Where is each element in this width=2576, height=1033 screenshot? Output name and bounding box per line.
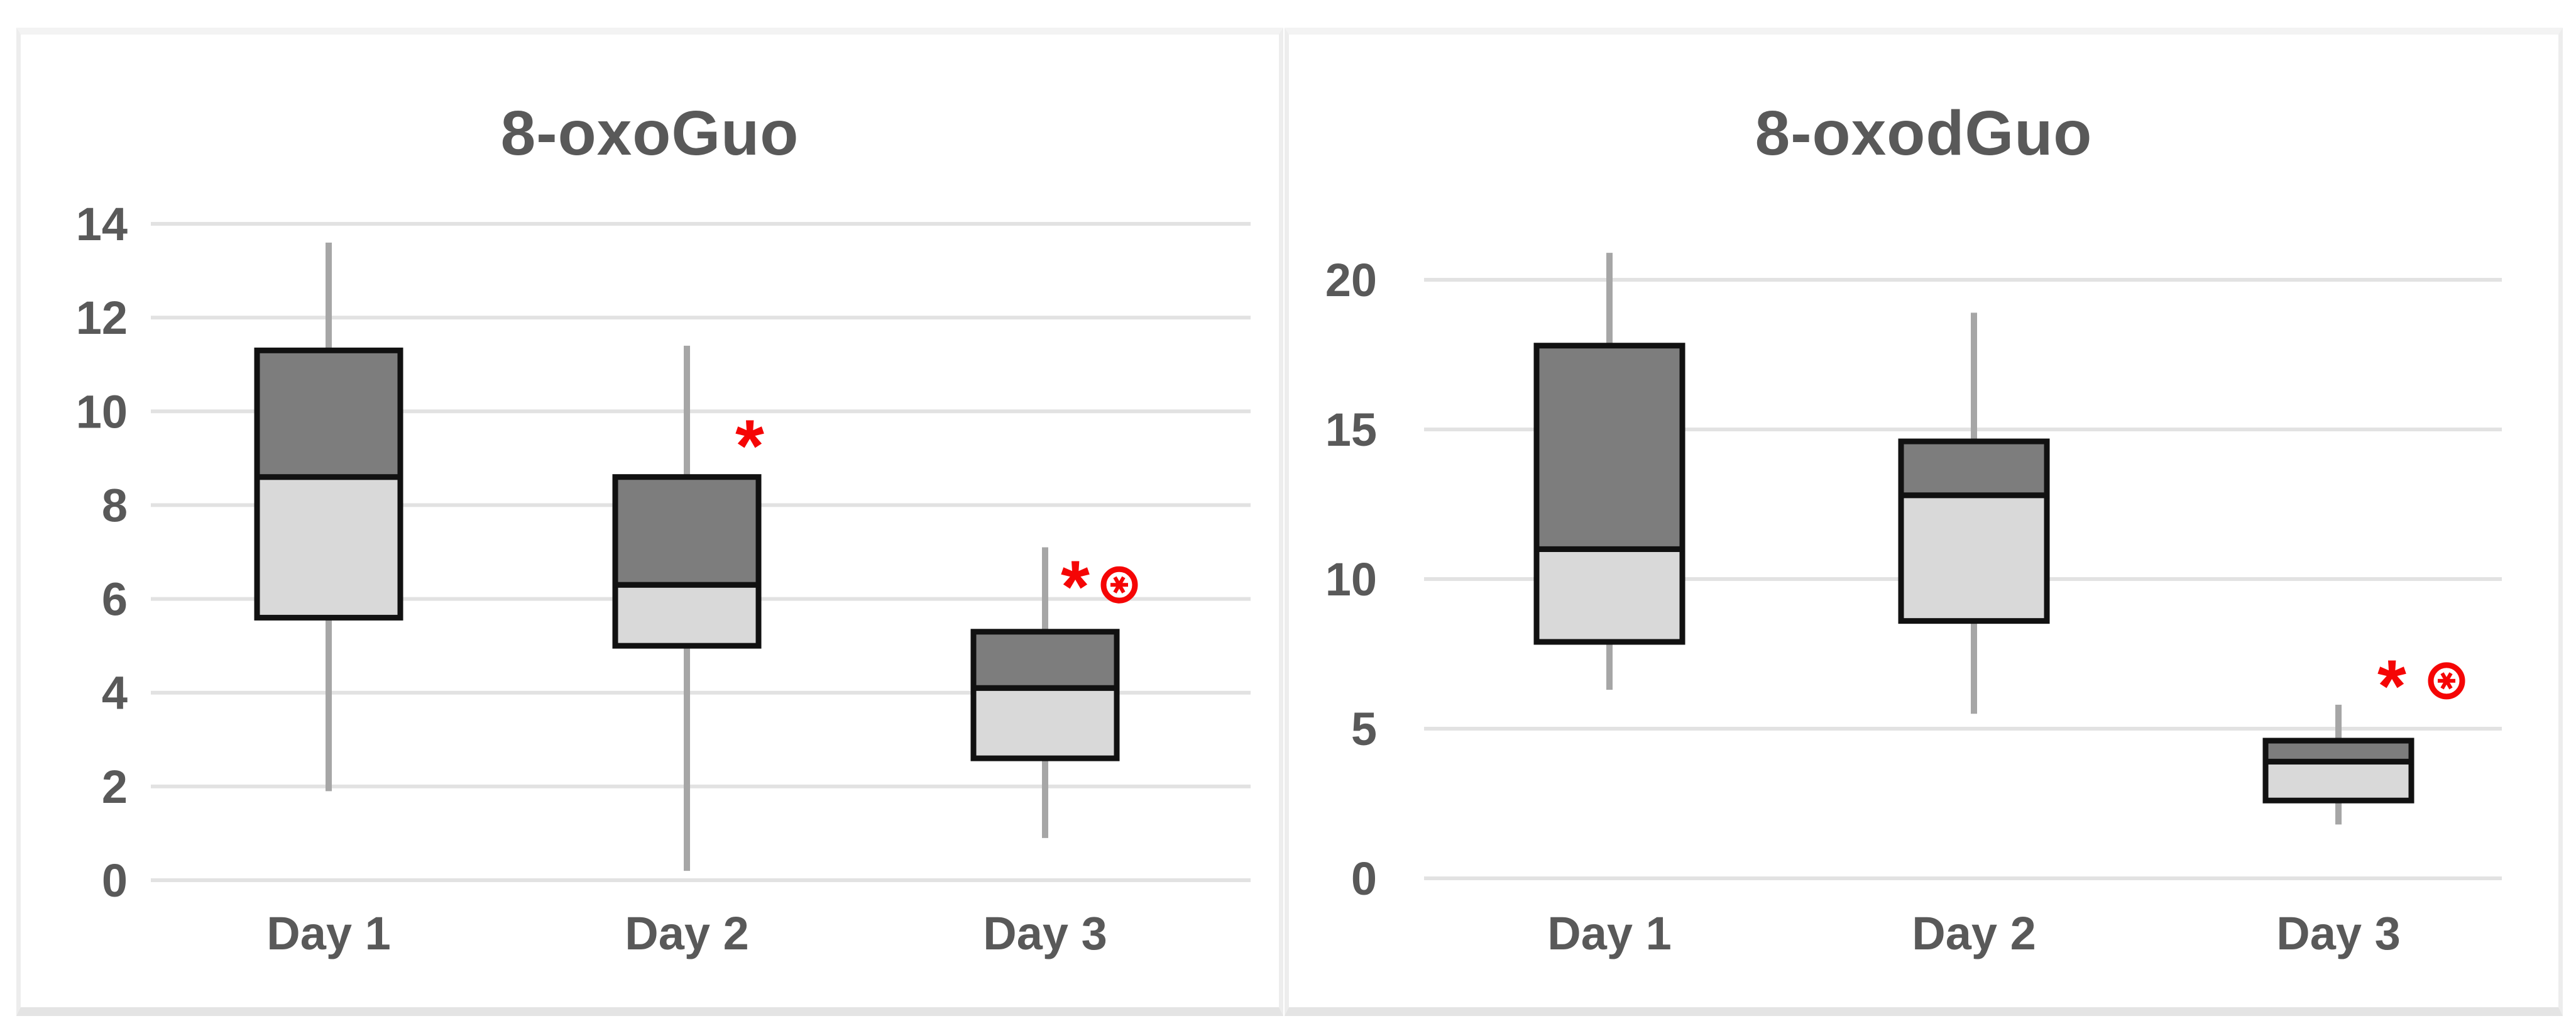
chart-panel-8-oxodGuo: 8-oxodGuo 0 5 10 15 20 Day 1 Day 2 Day 3 * — [1285, 28, 2563, 1016]
box-lower-quartile — [612, 582, 762, 649]
significance-circled-asterisk-icon — [2428, 662, 2465, 700]
box-upper-quartile — [2262, 737, 2414, 765]
x-category-label: Day 1 — [266, 907, 390, 959]
box-upper-quartile — [612, 474, 762, 588]
box-upper-quartile — [970, 629, 1120, 691]
boxplot-8-oxoGuo: 0 2 4 6 8 10 12 14 Day 1 Day 2 Day 3 * * — [76, 198, 1251, 959]
y-tick-label: 2 — [102, 761, 128, 813]
y-tick-label: 10 — [76, 385, 128, 438]
box-lower-quartile — [1898, 492, 2050, 624]
x-category-label: Day 2 — [625, 907, 748, 959]
box-upper-quartile — [1898, 438, 2050, 499]
x-category-label: Day 2 — [1912, 907, 2036, 959]
y-tick-label: 15 — [1325, 404, 1377, 456]
box-lower-quartile — [254, 474, 403, 621]
significance-asterisk-icon: * — [1061, 545, 1090, 628]
y-tick-label: 0 — [102, 854, 128, 907]
x-category-label: Day 3 — [2276, 907, 2400, 959]
y-tick-label: 5 — [1351, 703, 1377, 755]
box-lower-quartile — [970, 685, 1120, 761]
chart-panel-8-oxoGuo: 8-oxoGuo 0 2 4 6 8 10 12 14 Day 1 Day 2 Day 3 * * — [16, 28, 1283, 1016]
y-tick-label: 20 — [1325, 254, 1377, 306]
significance-asterisk-icon: * — [735, 405, 764, 488]
significance-asterisk-icon: * — [2377, 644, 2406, 727]
box-upper-quartile — [1533, 343, 1685, 552]
significance-circled-asterisk-icon — [1100, 566, 1138, 604]
x-category-label: Day 3 — [983, 907, 1107, 959]
box-upper-quartile — [254, 347, 403, 480]
y-tick-label: 4 — [102, 667, 128, 719]
box-lower-quartile — [1533, 546, 1685, 645]
y-tick-label: 10 — [1325, 553, 1377, 605]
y-tick-label: 8 — [102, 479, 128, 531]
y-tick-label: 14 — [76, 198, 128, 250]
box-lower-quartile — [2262, 758, 2414, 804]
y-tick-label: 6 — [102, 573, 128, 626]
x-category-label: Day 1 — [1547, 907, 1671, 959]
y-tick-label: 0 — [1351, 853, 1377, 905]
boxplot-8-oxodGuo: 0 5 10 15 20 Day 1 Day 2 Day 3 * — [1325, 253, 2502, 959]
y-tick-label: 12 — [76, 292, 128, 344]
